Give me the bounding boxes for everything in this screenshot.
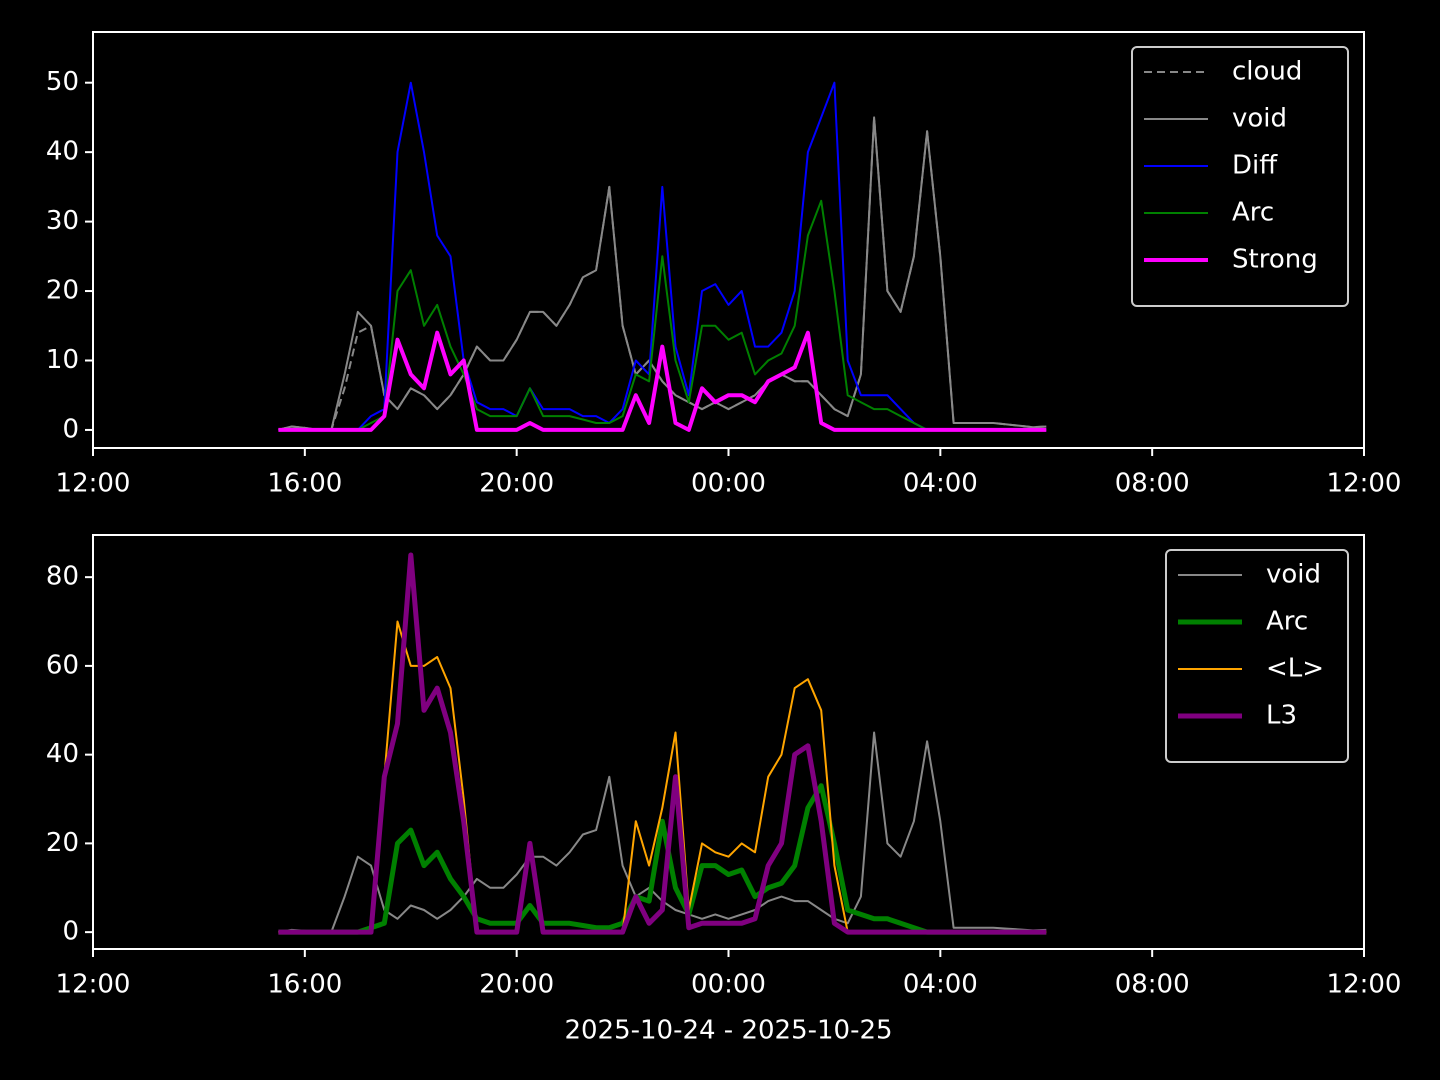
- y-tick-label: 20: [46, 276, 79, 306]
- legend-label: Arc: [1232, 198, 1274, 228]
- y-tick-label: 80: [46, 562, 79, 592]
- y-tick-label: 30: [46, 206, 79, 236]
- legend-label: Arc: [1266, 607, 1308, 637]
- legend-label: Strong: [1232, 245, 1318, 275]
- plot-area: [278, 81, 1047, 432]
- x-tick-label: 20:00: [479, 469, 554, 499]
- series-line: [278, 199, 1047, 431]
- legend-label: L3: [1266, 701, 1297, 731]
- x-tick-label: 16:00: [267, 970, 342, 1000]
- legend-label: void: [1232, 104, 1287, 134]
- x-axis-label: 2025-10-24 - 2025-10-25: [564, 1016, 892, 1046]
- x-tick-label: 12:00: [1327, 970, 1402, 1000]
- x-tick-label: 20:00: [479, 970, 554, 1000]
- x-tick-label: 08:00: [1115, 469, 1190, 499]
- series-line: [278, 552, 1047, 935]
- legend-label: cloud: [1232, 57, 1302, 87]
- x-tick-label: 04:00: [903, 469, 978, 499]
- x-tick-label: 00:00: [691, 970, 766, 1000]
- x-tick-label: 04:00: [903, 970, 978, 1000]
- y-tick-label: 0: [62, 414, 79, 444]
- legend-label: Diff: [1232, 151, 1278, 181]
- legend-box: [1165, 549, 1349, 763]
- x-tick-label: 16:00: [267, 469, 342, 499]
- y-tick-label: 60: [46, 650, 79, 680]
- x-tick-label: 00:00: [691, 469, 766, 499]
- y-tick-label: 40: [46, 739, 79, 769]
- x-tick-label: 12:00: [56, 970, 131, 1000]
- legend-box: [1131, 46, 1349, 307]
- series-line: [278, 783, 1047, 935]
- y-tick-label: 20: [46, 828, 79, 858]
- y-tick-label: 40: [46, 137, 79, 167]
- y-tick-label: 0: [62, 917, 79, 947]
- x-tick-label: 12:00: [1327, 469, 1402, 499]
- legend-label: void: [1266, 560, 1321, 590]
- series-line: [278, 330, 1047, 432]
- plot-area: [278, 552, 1047, 935]
- x-tick-label: 12:00: [56, 469, 131, 499]
- y-tick-label: 50: [46, 67, 79, 97]
- legend-label: <L>: [1266, 654, 1324, 684]
- y-tick-label: 10: [46, 345, 79, 375]
- series-line: [278, 116, 1047, 431]
- x-tick-label: 08:00: [1115, 970, 1190, 1000]
